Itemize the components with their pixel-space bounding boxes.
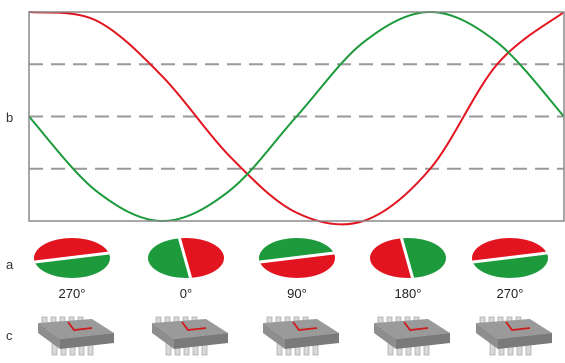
rotor-disc-3: [370, 238, 446, 278]
chip-package-4: [476, 316, 552, 356]
series-line-0: [28, 11, 565, 226]
chip-marker-1: [181, 321, 207, 331]
rotor-disc-2: [259, 238, 335, 278]
chip-marker-0: [67, 321, 93, 331]
chip-marker-2: [292, 321, 318, 331]
chip-marker-3: [403, 321, 429, 331]
rotor-disc-1: [148, 238, 224, 278]
chip-package-3: [374, 316, 450, 356]
sine-chart: [28, 10, 565, 226]
row-label-a: a: [6, 257, 14, 272]
chip-row: [38, 316, 552, 356]
chip-package-2: [263, 316, 339, 356]
chip-package-0: [38, 316, 114, 356]
chip-marker-4: [505, 321, 531, 331]
angle-label-0: 270°: [59, 286, 86, 301]
series-line-1: [28, 10, 565, 223]
rotor-disc-0: [34, 238, 110, 278]
angle-label-4: 270°: [497, 286, 524, 301]
angle-label-3: 180°: [395, 286, 422, 301]
row-label-c: c: [6, 328, 13, 343]
angle-label-1: 0°: [180, 286, 192, 301]
row-label-b: b: [6, 110, 14, 125]
rotor-disc-4: [472, 238, 548, 278]
chip-package-1: [152, 316, 228, 356]
rotor-row: 270° 0° 90° 180° 270°: [34, 238, 548, 301]
angle-label-2: 90°: [287, 286, 307, 301]
chart-frame: [28, 11, 565, 222]
